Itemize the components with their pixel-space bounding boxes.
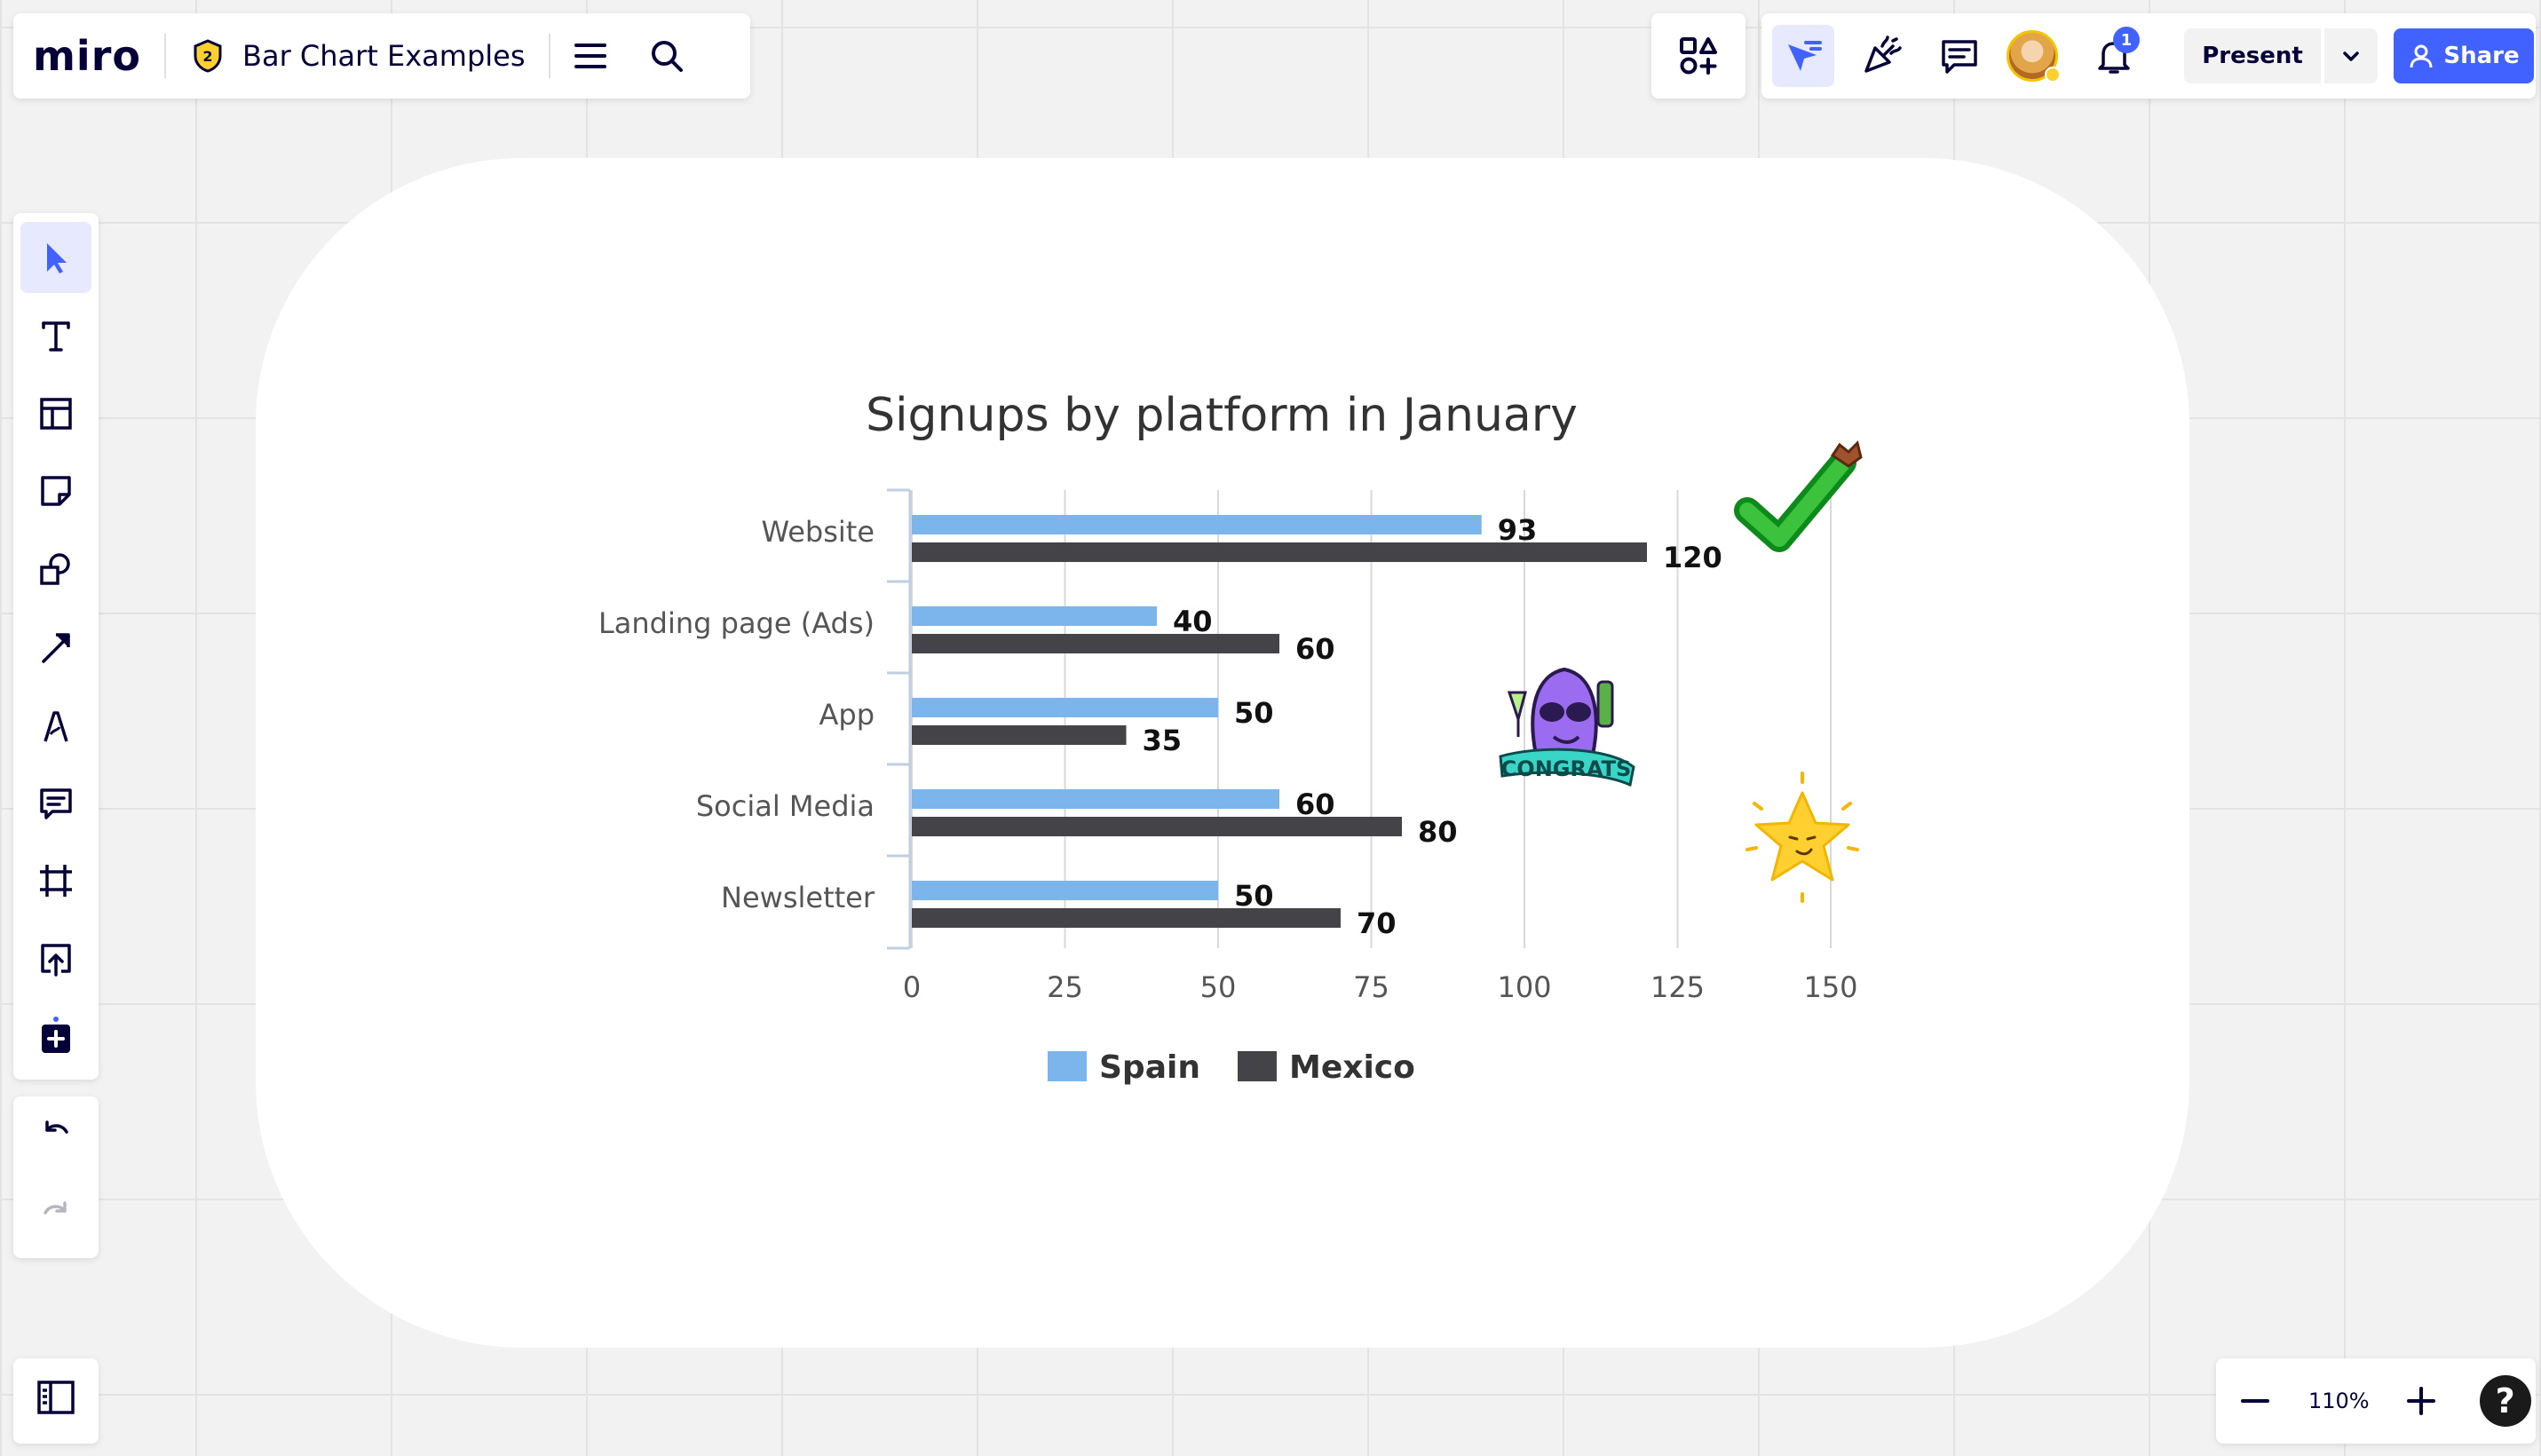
select-tool-icon[interactable] — [20, 222, 91, 293]
legend-swatch-spain[interactable] — [1048, 1051, 1087, 1081]
y-category-label: App — [819, 698, 875, 732]
zoom-level[interactable]: 110% — [2308, 1389, 2370, 1413]
shapes-tool-icon[interactable] — [20, 534, 91, 605]
zoom-in-icon[interactable] — [2403, 1383, 2439, 1419]
notifications-bell-icon[interactable]: 1 — [2083, 25, 2145, 87]
user-icon — [2410, 44, 2433, 68]
creation-toolbar — [13, 213, 99, 1080]
sticky-note-tool-icon[interactable] — [20, 455, 91, 526]
chart-legend: Spain Mexico — [1048, 1049, 1415, 1086]
data-label: 93 — [1498, 513, 1538, 547]
legend-swatch-mexico[interactable] — [1238, 1051, 1277, 1081]
sidebar-toggle-panel — [13, 1358, 99, 1444]
present-options-chevron-icon[interactable] — [2324, 28, 2378, 83]
x-tick-label: 150 — [1803, 970, 1857, 1004]
miro-logo[interactable]: miro — [33, 32, 141, 80]
data-label: 50 — [1234, 696, 1274, 730]
data-label: 40 — [1173, 605, 1213, 638]
more-apps-tool-icon[interactable] — [20, 1001, 91, 1072]
notification-count-badge: 1 — [2113, 27, 2140, 53]
pen-tool-icon[interactable] — [20, 690, 91, 761]
bar-spain[interactable] — [912, 881, 1218, 900]
x-tick-label: 25 — [1047, 970, 1083, 1004]
y-category-label: Landing page (Ads) — [598, 606, 875, 640]
x-tick-label: 75 — [1353, 970, 1389, 1004]
legend-label[interactable]: Mexico — [1289, 1049, 1415, 1086]
sidebar-toggle-icon[interactable] — [20, 1362, 91, 1433]
zoom-out-icon[interactable] — [2237, 1383, 2273, 1419]
frame-tool-icon[interactable] — [20, 846, 91, 917]
apps-shapes-icon[interactable] — [1667, 25, 1730, 87]
zoom-panel: 110% ? — [2216, 1358, 2536, 1444]
share-button-label: Share — [2443, 43, 2520, 69]
y-category-label: Website — [761, 515, 875, 549]
data-label: 60 — [1295, 632, 1335, 666]
menu-icon[interactable] — [559, 25, 621, 87]
help-button[interactable]: ? — [2479, 1375, 2531, 1427]
bar-spain[interactable] — [912, 515, 1482, 534]
apps-panel — [1651, 13, 1745, 99]
bar-mexico[interactable] — [912, 817, 1402, 836]
chart-title: Signups by platform in January — [866, 389, 1578, 442]
data-label: 120 — [1663, 541, 1722, 574]
board-header-panel: miro 2 Bar Chart Examples — [13, 13, 750, 99]
avatar-status-dot — [2045, 67, 2061, 83]
bar-mexico[interactable] — [912, 542, 1647, 562]
template-tool-icon[interactable] — [20, 378, 91, 449]
divider — [548, 34, 550, 78]
upload-tool-icon[interactable] — [20, 923, 91, 994]
x-tick-label: 0 — [903, 970, 921, 1004]
present-button[interactable]: Present — [2184, 28, 2321, 83]
user-avatar[interactable] — [2007, 30, 2061, 83]
text-tool-icon[interactable] — [20, 300, 91, 371]
data-label: 60 — [1295, 787, 1335, 821]
connector-arrow-tool-icon[interactable] — [20, 612, 91, 683]
data-label: 35 — [1143, 724, 1183, 757]
bar-spain[interactable] — [912, 789, 1279, 809]
canvas-frame[interactable] — [256, 158, 2189, 1348]
plan-badge-number: 2 — [202, 48, 212, 65]
bar-mexico[interactable] — [912, 908, 1341, 928]
collaboration-panel: 1 Present Share — [1761, 13, 2536, 99]
history-panel — [13, 1096, 99, 1258]
x-tick-label: 100 — [1497, 970, 1551, 1004]
chart-labels: 0 25 50 75 100 125 150 Website 93 120 Landing page… — [598, 513, 1858, 1004]
y-category-label: Newsletter — [721, 881, 875, 914]
data-label: 80 — [1418, 815, 1458, 849]
x-tick-label: 50 — [1200, 970, 1237, 1004]
redo-icon[interactable] — [20, 1179, 91, 1250]
bar-mexico[interactable] — [912, 634, 1279, 653]
chart-bars — [912, 515, 1647, 928]
share-button[interactable]: Share — [2394, 28, 2534, 83]
search-icon[interactable] — [636, 25, 698, 87]
y-category-label: Social Media — [696, 789, 875, 823]
bar-mexico[interactable] — [912, 725, 1127, 745]
undo-icon[interactable] — [20, 1098, 91, 1169]
bar-spain[interactable] — [912, 698, 1218, 717]
board-title[interactable]: Bar Chart Examples — [242, 39, 526, 73]
celebrate-icon[interactable] — [1850, 25, 1912, 87]
plan-badge-icon[interactable]: 2 — [189, 37, 226, 75]
x-tick-label: 125 — [1650, 970, 1705, 1004]
legend-label[interactable]: Spain — [1099, 1049, 1200, 1086]
collaborator-cursors-icon[interactable] — [1772, 25, 1834, 87]
comments-icon[interactable] — [1928, 25, 1991, 87]
checkmark-sticker[interactable] — [1734, 440, 1863, 552]
data-label: 70 — [1357, 906, 1397, 940]
bar-spain[interactable] — [912, 606, 1157, 626]
comment-tool-icon[interactable] — [20, 768, 91, 839]
star-sticker[interactable] — [1745, 772, 1859, 903]
divider — [164, 34, 166, 78]
congrats-sticker-text: CONGRATS — [1501, 756, 1632, 781]
congrats-sticker[interactable]: CONGRATS — [1499, 667, 1635, 787]
data-label: 50 — [1234, 879, 1274, 913]
